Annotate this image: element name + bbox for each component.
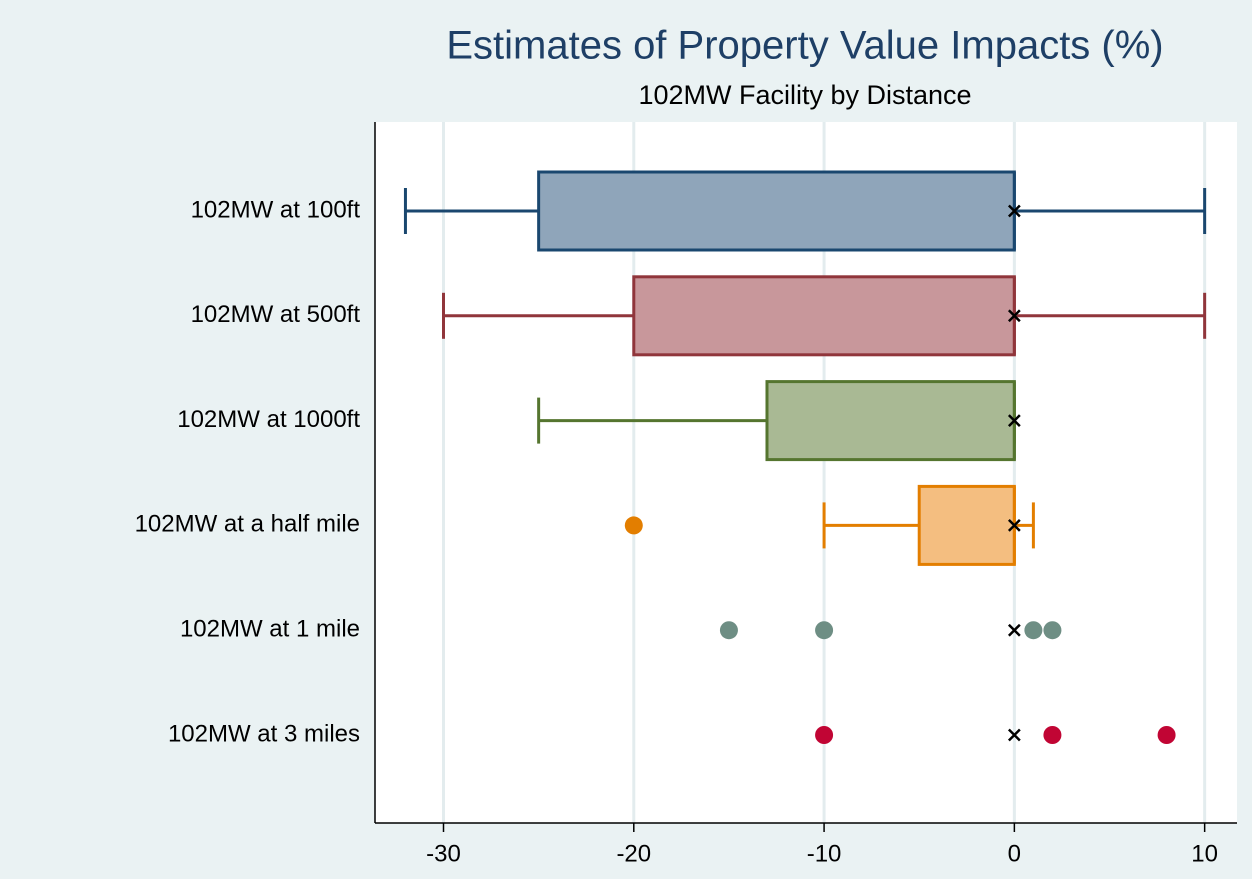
box xyxy=(537,170,1016,252)
box xyxy=(765,380,1016,462)
outlier xyxy=(1043,726,1062,744)
box xyxy=(917,484,1016,566)
x-tick-label: 0 xyxy=(1008,840,1021,867)
x-tick-label: -10 xyxy=(807,840,842,867)
x-tick-label: 10 xyxy=(1191,840,1218,867)
mean-marker xyxy=(1007,728,1021,742)
outlier xyxy=(1157,726,1176,744)
mean-marker xyxy=(1007,309,1021,323)
category-label: 102MW at a half mile xyxy=(135,511,360,538)
x-tick-label: -30 xyxy=(426,840,461,867)
outlier xyxy=(719,621,738,640)
chart-subtitle: 102MW Facility by Distance xyxy=(638,80,971,110)
mean-marker xyxy=(1007,519,1021,532)
category-label: 102MW at 1000ft xyxy=(177,406,360,433)
category-label: 102MW at 1 mile xyxy=(180,616,360,643)
outlier xyxy=(1043,621,1062,640)
outlier xyxy=(1024,621,1043,640)
category-label: 102MW at 3 miles xyxy=(168,720,360,747)
box xyxy=(632,275,1016,357)
outlier xyxy=(815,726,834,744)
mean-marker xyxy=(1007,204,1021,218)
chart-title: Estimates of Property Value Impacts (%) xyxy=(446,24,1163,68)
outlier xyxy=(624,516,643,535)
category-label: 102MW at 500ft xyxy=(191,301,361,328)
outlier xyxy=(815,621,834,640)
mean-marker xyxy=(1007,414,1021,427)
x-tick-label: -20 xyxy=(616,840,651,867)
mean-marker xyxy=(1007,623,1021,637)
category-label: 102MW at 100ft xyxy=(191,196,361,223)
